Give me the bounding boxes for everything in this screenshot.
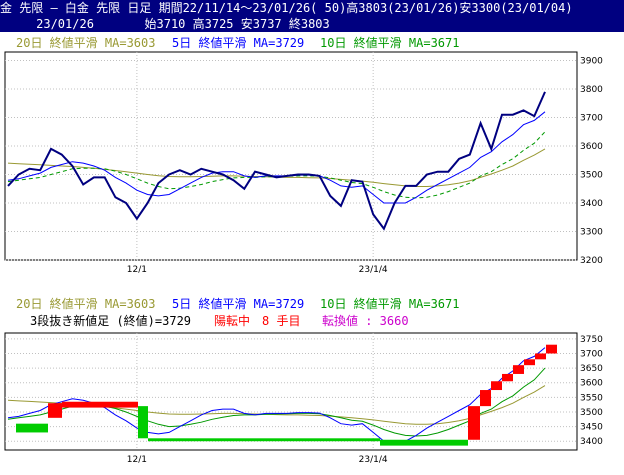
bottom-y-tick: 3700 [580, 349, 603, 359]
kagi-brick-down [148, 438, 380, 442]
top-price-chart: 3200 3300 3400 3500 3600 3700 3800 3900 12/1 23/1… [4, 51, 603, 275]
trend-status: 陽転中 [214, 314, 251, 328]
kagi-brick-up [468, 406, 480, 440]
bottom-y-tick: 3750 [580, 335, 603, 345]
chart-header-line1: 金 先限 ― 白金 先限 日足 期間22/11/14～23/01/26( 50)… [0, 0, 624, 16]
bottom-y-tick: 3400 [580, 437, 603, 447]
bottom-legend-ma5: 5日 終値平滑 MA=3729 [172, 297, 305, 311]
top-y-tick: 3200 [580, 256, 603, 266]
kagi-brick-up [535, 353, 546, 360]
top-legend-ma10: 10日 終値平滑 MA=3671 [320, 36, 460, 50]
kagi-brick-up [62, 401, 138, 408]
top-y-tick: 3700 [580, 114, 603, 124]
kagi-brick-up [513, 365, 524, 374]
bottom-y-tick: 3600 [580, 379, 603, 389]
bottom-series-line-ma5 [7, 347, 546, 442]
top-plot-frame [4, 51, 578, 261]
kagi-brick-down [380, 439, 468, 446]
top-y-tick: 3600 [580, 142, 603, 152]
series-line-close [7, 91, 546, 231]
bottom-x-tick: 12/1 [127, 455, 147, 465]
bottom-x-tick: 23/1/4 [359, 455, 388, 465]
top-y-tick: 3300 [580, 228, 603, 238]
bottom-legend-ma10: 10日 終値平滑 MA=3671 [320, 297, 460, 311]
bottom-kagi-chart: 3400 3450 3500 3550 3600 3650 3700 3750 12/1 23/1… [4, 332, 603, 465]
kagi-brick-up [480, 390, 491, 407]
kagi-brick-down [138, 406, 148, 439]
top-x-tick: 12/1 [127, 265, 147, 275]
bottom-y-tick: 3450 [580, 423, 603, 433]
kagi-brick-down [16, 423, 48, 433]
top-y-tick: 3400 [580, 199, 603, 209]
top-legend-ma5: 5日 終値平滑 MA=3729 [172, 36, 305, 50]
top-x-tick: 23/1/4 [359, 265, 388, 275]
bottom-y-tick: 3650 [580, 364, 603, 374]
chart-header-line2: 23/01/26 始3710 高3725 安3737 終3803 [0, 16, 624, 32]
top-y-tick: 3900 [580, 57, 603, 67]
step-count: 8 手目 [262, 314, 301, 328]
top-legend-ma20: 20日 終値平滑 MA=3603 [16, 36, 156, 50]
series-line-ma5 [7, 111, 546, 204]
kagi-brick-up [491, 381, 502, 391]
kagi-brick-up [48, 403, 62, 418]
bottom-y-tick: 3500 [580, 408, 603, 418]
reversal-value: 転換値 : 3660 [322, 314, 409, 328]
kagi-label: 3段抜き新値足 (終値)=3729 [30, 314, 192, 328]
kagi-brick-up [546, 344, 557, 354]
kagi-brick-up [502, 373, 513, 382]
bottom-y-tick: 3550 [580, 393, 603, 403]
top-y-tick: 3500 [580, 171, 603, 181]
top-y-tick: 3800 [580, 85, 603, 95]
bottom-plot-frame [4, 332, 578, 451]
bottom-legend-ma20: 20日 終値平滑 MA=3603 [16, 297, 156, 311]
kagi-brick-up [524, 359, 535, 366]
